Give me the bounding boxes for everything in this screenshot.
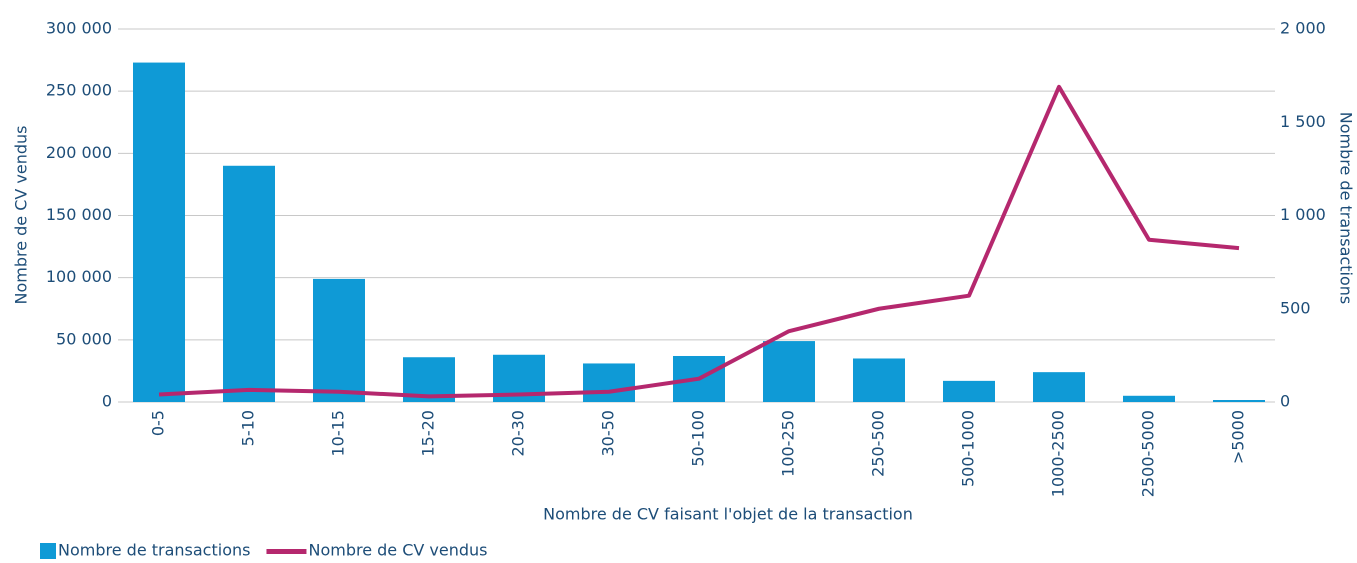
- x-tick-label: 10-15: [329, 410, 348, 457]
- x-tick-label: 30-50: [599, 410, 618, 457]
- x-tick-label: >5000: [1229, 410, 1248, 464]
- y-tick-label: 300 000: [46, 19, 112, 38]
- bar: [313, 278, 365, 402]
- x-tick-label: 0-5: [149, 410, 168, 436]
- x-tick-label: 5-10: [239, 410, 258, 446]
- bar: [223, 165, 275, 402]
- y2-tick-label: 1 500: [1280, 112, 1326, 131]
- y2-tick-label: 0: [1280, 392, 1290, 411]
- legend-swatch: [266, 549, 307, 554]
- bar: [763, 341, 815, 402]
- x-tick-label: 15-20: [419, 410, 438, 457]
- legend-label: Nombre de transactions: [58, 541, 250, 560]
- x-tick-label: 50-100: [689, 410, 708, 467]
- y2-axis-title: Nombre de transactions: [1337, 112, 1356, 304]
- bar: [1123, 395, 1175, 402]
- y2-tick-label: 500: [1280, 298, 1311, 317]
- y-tick-label: 200 000: [46, 143, 112, 162]
- x-axis-title: Nombre de CV faisant l'objet de la trans…: [543, 505, 913, 524]
- y2-tick-label: 1 000: [1280, 205, 1326, 224]
- x-tick-label: 500-1000: [959, 410, 978, 487]
- y-axis-title: Nombre de CV vendus: [12, 125, 31, 304]
- bar: [1213, 400, 1265, 402]
- bar: [943, 380, 995, 402]
- bar: [1033, 372, 1085, 402]
- y2-tick-label: 2 000: [1280, 19, 1326, 38]
- x-tick-label: 100-250: [779, 410, 798, 477]
- y-tick-label: 250 000: [46, 81, 112, 100]
- bar: [583, 363, 635, 402]
- legend-swatch: [40, 543, 56, 559]
- x-tick-label: 250-500: [869, 410, 888, 477]
- bar: [853, 358, 905, 402]
- legend-label: Nombre de CV vendus: [308, 541, 487, 560]
- y-tick-label: 50 000: [56, 329, 112, 348]
- y-tick-label: 100 000: [46, 267, 112, 286]
- y-tick-label: 150 000: [46, 205, 112, 224]
- bar: [133, 62, 185, 402]
- x-tick-label: 2500-5000: [1139, 410, 1158, 497]
- y-tick-label: 0: [102, 392, 112, 411]
- x-tick-label: 20-30: [509, 410, 528, 457]
- line: [158, 84, 1240, 399]
- x-tick-label: 1000-2500: [1049, 410, 1068, 497]
